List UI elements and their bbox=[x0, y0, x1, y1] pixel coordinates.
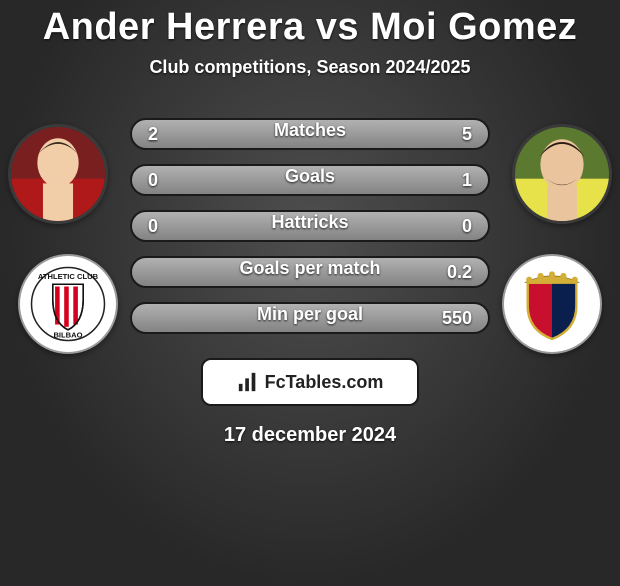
stat-left-value: 2 bbox=[148, 124, 158, 145]
stat-right-value: 0.2 bbox=[447, 262, 472, 283]
stat-left-value: 0 bbox=[148, 216, 158, 237]
svg-text:BILBAO: BILBAO bbox=[53, 330, 82, 339]
stat-right-value: 1 bbox=[462, 170, 472, 191]
osasuna-crest-icon bbox=[514, 266, 590, 342]
bar-chart-icon bbox=[237, 371, 259, 393]
comparison-area: ATHLETIC CLUB BILBAO 2 5 M bbox=[0, 108, 620, 348]
stat-left-value: 0 bbox=[148, 170, 158, 191]
page-title: Ander Herrera vs Moi Gomez bbox=[0, 6, 620, 49]
stat-row: 0 0 Hattricks bbox=[130, 210, 490, 242]
club-left-badge: ATHLETIC CLUB BILBAO bbox=[18, 254, 118, 354]
stat-right-value: 0 bbox=[462, 216, 472, 237]
athletic-bilbao-crest-icon: ATHLETIC CLUB BILBAO bbox=[30, 266, 106, 342]
player-right-avatar bbox=[512, 124, 612, 224]
svg-text:ATHLETIC CLUB: ATHLETIC CLUB bbox=[38, 272, 99, 281]
stat-right-value: 5 bbox=[462, 124, 472, 145]
stat-row: 550 Min per goal bbox=[130, 302, 490, 334]
player-left-icon bbox=[11, 127, 105, 221]
stat-row: 0.2 Goals per match bbox=[130, 256, 490, 288]
stat-row: 2 5 Matches bbox=[130, 118, 490, 150]
season-subtitle: Club competitions, Season 2024/2025 bbox=[0, 57, 620, 78]
watermark-text: FcTables.com bbox=[265, 372, 384, 393]
stat-right-value: 550 bbox=[442, 308, 472, 329]
player-right-icon bbox=[515, 127, 609, 221]
stat-row: 0 1 Goals bbox=[130, 164, 490, 196]
player-left-avatar bbox=[8, 124, 108, 224]
date-label: 17 december 2024 bbox=[0, 424, 620, 447]
watermark-badge: FcTables.com bbox=[201, 358, 419, 406]
club-right-badge bbox=[502, 254, 602, 354]
stat-bars: 2 5 Matches 0 1 Goals 0 0 Hattricks 0.2 bbox=[130, 118, 490, 334]
